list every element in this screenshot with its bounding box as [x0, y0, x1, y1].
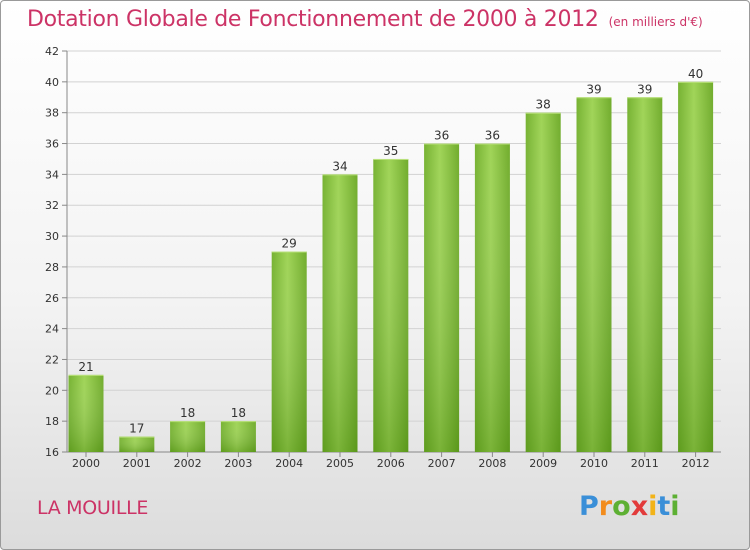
logo-letter: x	[630, 491, 649, 522]
x-tick-label-2011: 2011	[631, 457, 659, 470]
data-label-2010: 39	[586, 82, 601, 96]
y-tick-label: 16	[45, 446, 59, 459]
data-label-2011: 39	[637, 82, 652, 96]
x-tick-label-2002: 2002	[174, 457, 202, 470]
x-tick-label-2006: 2006	[377, 457, 405, 470]
logo-letter: t	[657, 491, 671, 522]
proxiti-logo[interactable]: Proxiti	[579, 491, 680, 522]
data-label-2000: 21	[78, 360, 93, 374]
logo-letter: i	[670, 491, 680, 522]
y-tick-label: 42	[45, 45, 59, 58]
x-tick-label-2007: 2007	[428, 457, 456, 470]
bar-shade-2011	[627, 97, 663, 453]
data-label-2006: 35	[383, 144, 398, 158]
data-label-2007: 36	[434, 129, 449, 143]
x-tick-label-2005: 2005	[326, 457, 354, 470]
data-label-2008: 36	[485, 129, 500, 143]
data-labels: 21 17 18 18 29 34 35 36 36 38 39 39 40	[78, 67, 703, 436]
x-tick-labels: 2000 2001 2002 2003 2004 2005 2006 2007 2008 2009…	[72, 457, 710, 470]
x-tick-label-2010: 2010	[580, 457, 608, 470]
bars	[68, 81, 714, 453]
x-tick-label-2008: 2008	[478, 457, 506, 470]
data-label-2001: 17	[129, 422, 144, 436]
x-tick-label-2003: 2003	[224, 457, 252, 470]
y-tick-label: 28	[45, 261, 59, 274]
x-tick-label-2009: 2009	[529, 457, 557, 470]
logo-letter: P	[579, 491, 599, 522]
bar-shade-2012	[678, 81, 714, 452]
bar-shade-2009	[525, 112, 561, 452]
x-tick-label-2001: 2001	[123, 457, 151, 470]
data-label-2003: 18	[231, 406, 246, 420]
data-label-2012: 40	[688, 67, 703, 81]
y-tick-label: 30	[45, 230, 59, 243]
bar-shade-2006	[373, 158, 409, 452]
y-tick-label: 38	[45, 107, 59, 120]
x-tick-label-2000: 2000	[72, 457, 100, 470]
x-tick-label-2004: 2004	[275, 457, 303, 470]
y-tick-label: 36	[45, 138, 59, 151]
y-tick-label: 40	[45, 76, 59, 89]
y-tick-label: 32	[45, 199, 59, 212]
data-label-2002: 18	[180, 406, 195, 420]
commune-name: LA MOUILLE	[37, 497, 149, 519]
y-tick-label: 22	[45, 353, 59, 366]
y-tick-label: 20	[45, 384, 59, 397]
bar-shade-2003	[220, 421, 256, 452]
bar-shade-2005	[322, 174, 358, 452]
title-text: Dotation Globale de Fonctionnement de 20…	[27, 7, 599, 32]
unit-label: (en milliers d'€)	[608, 15, 703, 29]
y-tick-labels: 16 18 20 22 24 26 28 30 32 34 36 38 40 42	[45, 45, 59, 459]
bar-shade-2008	[474, 143, 510, 453]
data-label-2004: 29	[282, 237, 297, 251]
bar-shade-2004	[271, 251, 307, 452]
bar-shade-2001	[119, 436, 155, 452]
bar-shade-2002	[170, 421, 206, 452]
y-tick-label: 26	[45, 292, 59, 305]
data-label-2005: 34	[332, 159, 347, 173]
y-tick-label: 24	[45, 323, 59, 336]
bar-shade-2000	[68, 374, 104, 452]
bar-shade-2007	[424, 143, 460, 453]
data-label-2009: 38	[536, 98, 551, 112]
chart-title: Dotation Globale de Fonctionnement de 20…	[27, 7, 703, 32]
y-tick-label: 18	[45, 415, 59, 428]
bar-shade-2010	[576, 97, 612, 453]
y-tick-label: 34	[45, 168, 59, 181]
x-tick-label-2012: 2012	[682, 457, 710, 470]
logo-letter: o	[612, 491, 631, 522]
logo-letter: r	[598, 491, 613, 522]
logo-letter: i	[648, 491, 658, 522]
